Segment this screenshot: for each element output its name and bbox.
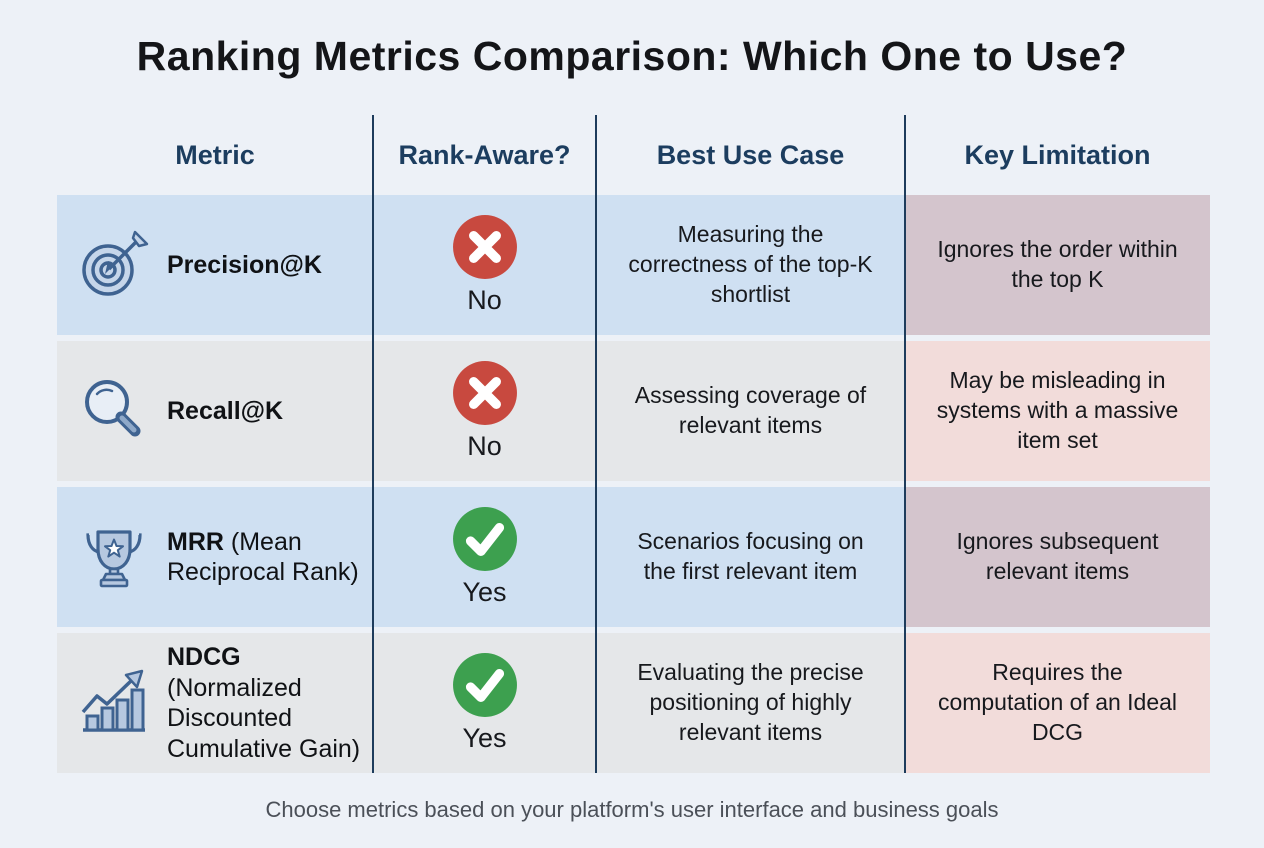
table-row-ndcg: NDCG (Normalized Discounted Cumulative Ga… [57,633,1210,773]
cross-icon [452,214,518,280]
rank-aware-label: Yes [462,577,507,607]
key-limitation-cell: Ignores subsequent relevant items [905,487,1210,627]
rank-aware-cell: No [373,195,596,335]
bar-chart-icon [77,666,151,740]
comparison-table: Metric Rank-Aware? Best Use Case Key Lim… [57,115,1210,773]
rank-aware-cell: Yes [373,633,596,773]
check-icon [452,652,518,718]
key-limitation-cell: Ignores the order within the top K [905,195,1210,335]
column-divider [372,115,374,773]
table-row-precision-k: Precision@K No Measuring the correctness… [57,195,1210,335]
metric-cell: MRR (Mean Reciprocal Rank) [57,487,373,627]
best-use-case-cell: Scenarios focusing on the first relevant… [596,487,905,627]
key-limitation-cell: Requires the computation of an Ideal DCG [905,633,1210,773]
magnifier-icon [77,374,151,448]
check-icon [452,506,518,572]
metric-cell: Precision@K [57,195,373,335]
metric-cell: NDCG (Normalized Discounted Cumulative Ga… [57,633,373,773]
trophy-icon [77,520,151,594]
rank-aware-label: No [467,431,502,461]
cross-icon [452,360,518,426]
column-header-rank-aware: Rank-Aware? [398,139,571,170]
table-header-row: Metric Rank-Aware? Best Use Case Key Lim… [57,115,1210,195]
metric-label: Recall@K [167,396,284,425]
table-row-recall-k: Recall@K No Assessing coverage of releva… [57,341,1210,481]
page-title: Ranking Metrics Comparison: Which One to… [136,33,1128,79]
footer-note: Choose metrics based on your platform's … [265,797,999,822]
best-use-case-cell: Evaluating the precise positioning of hi… [596,633,905,773]
column-divider [904,115,906,773]
rank-aware-label: Yes [462,723,507,753]
table-row-mrr: MRR (Mean Reciprocal Rank) Yes Scenarios… [57,487,1210,627]
metric-label: MRR (Mean Reciprocal Rank) [167,527,359,587]
metric-label: NDCG (Normalized Discounted Cumulative Ga… [167,643,361,763]
metric-cell: Recall@K [57,341,373,481]
best-use-case-cell: Measuring the correctness of the top-K s… [596,195,905,335]
column-header-best-use-case: Best Use Case [656,139,845,170]
rank-aware-label: No [467,285,502,315]
rank-aware-cell: Yes [373,487,596,627]
best-use-case-cell: Assessing coverage of relevant items [596,341,905,481]
rank-aware-cell: No [373,341,596,481]
metric-label: Precision@K [167,250,322,279]
key-limitation-cell: May be misleading in systems with a mass… [905,341,1210,481]
column-header-metric: Metric [175,139,255,170]
column-header-key-limitation: Key Limitation [964,139,1151,170]
column-divider [595,115,597,773]
target-icon [77,228,151,302]
